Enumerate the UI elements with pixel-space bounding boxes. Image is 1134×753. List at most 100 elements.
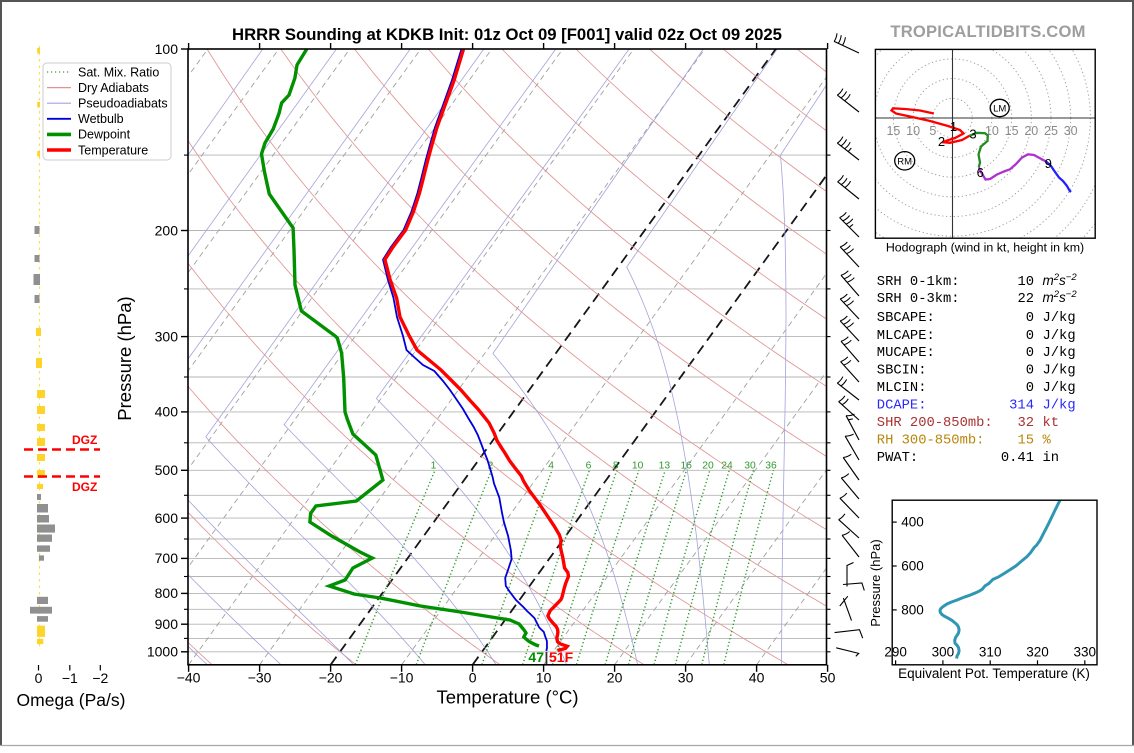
svg-text:6: 6 — [977, 165, 984, 180]
svg-text:0: 0 — [1026, 346, 1034, 361]
svg-text:SBCIN:: SBCIN: — [877, 364, 927, 379]
svg-text:Dry Adiabats: Dry Adiabats — [78, 81, 149, 95]
svg-text:J/kg: J/kg — [1043, 328, 1076, 344]
svg-text:Hodograph (wind in kt, height: Hodograph (wind in kt, height in km) — [886, 241, 1084, 255]
svg-text:36: 36 — [765, 461, 777, 472]
svg-text:2: 2 — [938, 134, 945, 149]
svg-text:32: 32 — [1017, 416, 1034, 431]
svg-text:−30: −30 — [248, 670, 272, 686]
svg-text:Temperature (°C): Temperature (°C) — [436, 687, 578, 708]
svg-text:290: 290 — [884, 645, 907, 660]
svg-text:51F: 51F — [549, 649, 574, 665]
svg-text:30: 30 — [744, 461, 756, 472]
svg-text:RH 300-850mb:: RH 300-850mb: — [877, 433, 985, 449]
svg-text:13: 13 — [659, 461, 671, 472]
svg-text:8: 8 — [613, 461, 619, 472]
svg-text:J/kg: J/kg — [1043, 380, 1076, 396]
svg-text:400: 400 — [155, 404, 179, 420]
svg-text:Wetbulb: Wetbulb — [78, 112, 124, 126]
svg-text:HRRR Sounding at KDKB Init: 01: HRRR Sounding at KDKB Init: 01z Oct 09 [… — [232, 25, 782, 44]
svg-text:MLCAPE:: MLCAPE: — [877, 329, 935, 344]
svg-text:25: 25 — [1044, 124, 1058, 138]
svg-text:0: 0 — [469, 670, 477, 686]
svg-text:MUCAPE:: MUCAPE: — [877, 346, 935, 361]
svg-text:320: 320 — [1026, 645, 1049, 660]
svg-text:SBCAPE:: SBCAPE: — [877, 311, 935, 326]
svg-text:−1: −1 — [62, 670, 78, 686]
svg-text:40: 40 — [749, 670, 765, 686]
svg-text:300: 300 — [155, 328, 179, 344]
svg-text:50: 50 — [820, 670, 836, 686]
svg-text:600: 600 — [155, 510, 179, 526]
svg-text:24: 24 — [721, 461, 733, 472]
svg-text:10: 10 — [906, 124, 920, 138]
svg-text:800: 800 — [155, 585, 179, 601]
svg-text:PWAT:: PWAT: — [877, 451, 918, 466]
svg-text:5: 5 — [929, 124, 936, 138]
svg-text:0: 0 — [1026, 329, 1034, 344]
svg-text:0.41: 0.41 — [1001, 451, 1034, 466]
svg-text:10: 10 — [1017, 275, 1034, 290]
svg-text:900: 900 — [155, 616, 179, 632]
svg-text:100: 100 — [155, 41, 179, 57]
svg-text:Dewpoint: Dewpoint — [78, 128, 131, 142]
svg-text:22: 22 — [1017, 292, 1034, 307]
svg-text:DCAPE:: DCAPE: — [877, 399, 927, 414]
svg-text:%: % — [1043, 434, 1052, 449]
svg-text:SRH 0-1km:: SRH 0-1km: — [877, 274, 960, 290]
svg-text:−10: −10 — [390, 670, 414, 686]
svg-text:800: 800 — [901, 602, 924, 617]
svg-text:400: 400 — [901, 515, 924, 530]
svg-text:−2: −2 — [92, 670, 108, 686]
svg-text:200: 200 — [155, 222, 179, 238]
svg-text:310: 310 — [979, 645, 1002, 660]
svg-text:J/kg: J/kg — [1043, 345, 1076, 361]
svg-text:J/kg: J/kg — [1043, 363, 1076, 379]
svg-text:Pressure (hPa): Pressure (hPa) — [868, 539, 883, 626]
svg-text:30: 30 — [678, 670, 694, 686]
svg-text:20: 20 — [607, 670, 623, 686]
svg-text:4: 4 — [548, 461, 554, 472]
svg-text:600: 600 — [901, 559, 924, 574]
svg-text:DGZ: DGZ — [72, 480, 97, 494]
svg-text:0: 0 — [1026, 381, 1034, 396]
svg-text:47: 47 — [528, 649, 544, 665]
svg-text:TROPICALTIDBITS.COM: TROPICALTIDBITS.COM — [890, 22, 1085, 41]
svg-text:1: 1 — [950, 119, 957, 134]
svg-text:20: 20 — [702, 461, 714, 472]
svg-text:330: 330 — [1074, 645, 1097, 660]
svg-text:SHR 200-850mb:: SHR 200-850mb: — [877, 415, 993, 431]
svg-text:9: 9 — [1045, 156, 1052, 171]
svg-text:Pressure (hPa): Pressure (hPa) — [114, 296, 135, 420]
svg-text:10: 10 — [536, 670, 552, 686]
svg-text:16: 16 — [680, 461, 692, 472]
svg-text:MLCIN:: MLCIN: — [877, 381, 927, 396]
svg-text:300: 300 — [932, 645, 955, 660]
svg-text:6: 6 — [586, 461, 592, 472]
svg-text:DGZ: DGZ — [72, 433, 97, 447]
svg-text:J/kg: J/kg — [1043, 310, 1076, 326]
svg-text:Pseudoadiabats: Pseudoadiabats — [78, 97, 168, 111]
svg-text:Sat. Mix. Ratio: Sat. Mix. Ratio — [78, 65, 159, 79]
svg-text:30: 30 — [1064, 124, 1078, 138]
svg-text:LM: LM — [993, 104, 1006, 115]
svg-text:1000: 1000 — [147, 644, 178, 660]
svg-text:in: in — [1043, 450, 1060, 466]
svg-text:0: 0 — [35, 670, 43, 686]
svg-text:700: 700 — [155, 550, 179, 566]
svg-text:RM: RM — [897, 156, 912, 167]
svg-text:15: 15 — [1017, 434, 1034, 449]
svg-text:15: 15 — [886, 124, 900, 138]
svg-text:−20: −20 — [319, 670, 343, 686]
svg-text:314: 314 — [1009, 399, 1034, 414]
svg-text:Omega (Pa/s): Omega (Pa/s) — [17, 690, 126, 710]
svg-text:0: 0 — [1026, 311, 1034, 326]
svg-text:0: 0 — [1026, 364, 1034, 379]
svg-text:−40: −40 — [177, 670, 201, 686]
svg-text:Temperature: Temperature — [78, 143, 148, 157]
svg-text:20: 20 — [1024, 124, 1038, 138]
svg-text:SRH 0-3km:: SRH 0-3km: — [877, 291, 960, 307]
svg-text:Equivalent Pot. Temperature (K: Equivalent Pot. Temperature (K) — [898, 666, 1090, 681]
svg-text:|: | — [545, 649, 549, 665]
svg-text:kt: kt — [1043, 415, 1060, 431]
